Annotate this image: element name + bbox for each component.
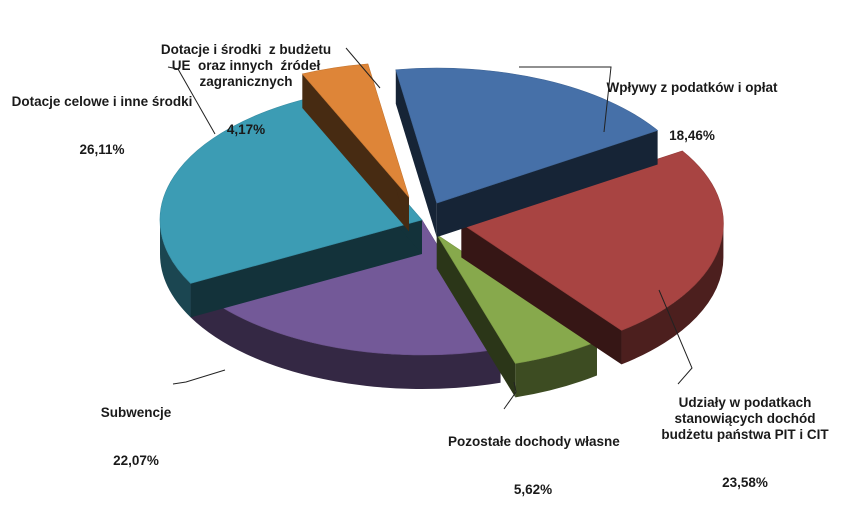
slice-outer-wall <box>160 220 191 318</box>
label-value: 18,46% <box>669 128 715 143</box>
slice-side-wall <box>436 130 658 238</box>
slice-outer-wall <box>621 223 724 365</box>
label-name: Dotacje i środki z budżetu UE oraz innyc… <box>160 42 332 89</box>
label-value: 5,62% <box>513 482 553 497</box>
leader-line-pozostale <box>503 381 517 410</box>
label-value: 23,58% <box>722 475 768 490</box>
slice-outer-wall <box>515 341 597 398</box>
data-label-dotacje-celowe: Dotacje celowe i inne środki 26,11% <box>4 62 200 174</box>
data-label-wplywy: Wpływy z podatków i opłat 18,46% <box>592 48 792 160</box>
slice-side-wall <box>302 73 409 232</box>
label-name: Dotacje celowe i inne środki <box>11 94 193 109</box>
data-label-subwencje: Subwencje 22,07% <box>96 373 176 485</box>
slice-side-wall <box>461 223 622 365</box>
slice-dotacje-ue <box>301 63 410 232</box>
slice-top <box>301 63 410 198</box>
slice-top <box>159 96 423 284</box>
slice-side-wall <box>395 69 437 238</box>
leader-line-wplywy <box>519 66 612 133</box>
slice-outer-wall <box>190 283 501 389</box>
label-value: 26,11% <box>79 142 125 157</box>
pie-chart <box>159 47 724 410</box>
label-name: Udziały w podatkach stanowiących dochód … <box>661 395 829 442</box>
leader-line-dotacje-ue <box>345 47 381 89</box>
label-name: Wpływy z podatków i opłat <box>606 80 778 95</box>
label-name: Subwencje <box>100 405 172 420</box>
slice-top <box>460 150 724 331</box>
leader-line-subwencje <box>172 369 226 385</box>
label-name: Pozostałe dochody własne <box>448 434 620 449</box>
label-value: 4,17% <box>226 122 266 137</box>
slice-side-wall <box>190 220 422 318</box>
slice-top <box>395 67 659 204</box>
data-label-dotacje-ue: Dotacje i środki z budżetu UE oraz innyc… <box>146 10 346 154</box>
slice-side-wall <box>436 234 516 398</box>
slice-wplywy <box>395 67 659 238</box>
slice-udzialy <box>460 150 724 365</box>
data-label-udzialy: Udziały w podatkach stanowiących dochód … <box>650 363 840 507</box>
label-value: 22,07% <box>113 453 159 468</box>
leader-line-udzialy <box>658 289 693 385</box>
leader-line-dotacje-celowe <box>167 66 216 135</box>
data-label-pozostale: Pozostałe dochody własne 5,62% <box>448 402 620 514</box>
